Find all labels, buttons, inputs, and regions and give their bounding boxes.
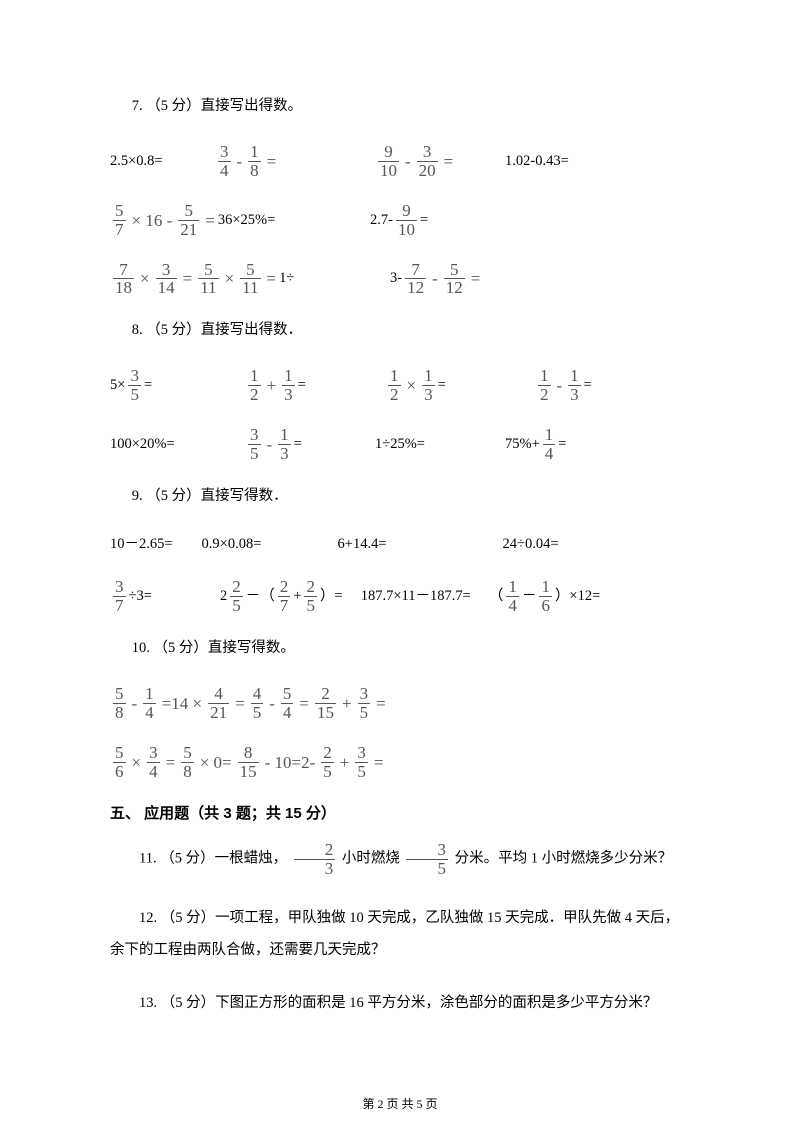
q10-title: 10. （5 分）直接写得数。 — [110, 637, 690, 660]
q11: 11. （5 分）一根蜡烛， 23 小时燃烧 35 分米。平均 1 小时燃烧多少… — [110, 841, 690, 878]
q7-row2: 57× 16 -521= 36×25%=2.7- 910 = — [110, 202, 690, 239]
q8-row1: 5× 35 =12+13 =12×13 =12-13 = — [110, 367, 690, 404]
q9-row2: 37 ÷3=2 25 －（ 27 + 25 ）= 187.7×11－187.7=… — [110, 578, 690, 615]
q13: 13. （5 分）下图正方形的面积是 16 平方分米，涂色部分的面积是多少平方分… — [110, 992, 690, 1015]
q9-row1: 10－2.65= 0.9×0.08= 6+14.4= 24÷0.04= — [110, 533, 690, 556]
q10-row1: 58-14=14 ×421=45-54=215+35= — [110, 685, 690, 722]
q8-row2: 100×20%=35-13 =1÷25%=75%+ 14 = — [110, 426, 690, 463]
q7-title: 7. （5 分）直接写出得数。 — [110, 95, 690, 118]
q12: 12. （5 分）一项工程，甲队独做 10 天完成，乙队独做 15 天完成．甲队… — [110, 903, 690, 967]
q10-row2: 56×34=58× 0=815- 10=2-25+35= — [110, 744, 690, 781]
q9-title: 9. （5 分）直接写得数． — [110, 485, 690, 508]
q7-row3: 718×314=511×511= 1÷ 3- 712-512= — [110, 261, 690, 298]
q7-row1: 2.5×0.8=34-18=910-320=1.02-0.43= — [110, 143, 690, 180]
section5-title: 五、 应用题（共 3 题；共 15 分） — [110, 802, 690, 826]
page-footer: 第 2 页 共 5 页 — [0, 1095, 800, 1114]
q8-title: 8. （5 分）直接写出得数． — [110, 319, 690, 342]
